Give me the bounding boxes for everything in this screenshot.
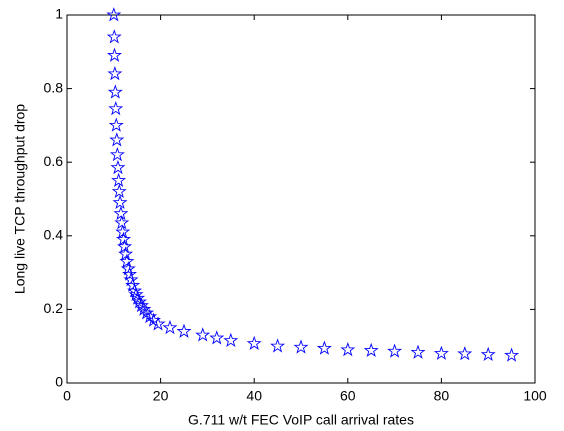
x-tick-label: 80 (434, 388, 450, 404)
star-marker (110, 159, 126, 175)
plot-frame (66, 14, 536, 384)
star-marker (113, 205, 129, 221)
y-tick-label: 0.4 (44, 227, 64, 243)
star-marker (107, 47, 122, 62)
star-marker (109, 132, 125, 147)
y-tick-label: 1 (55, 6, 63, 22)
star-marker (125, 277, 141, 292)
star-marker (111, 183, 127, 199)
star-marker (134, 297, 149, 313)
star-marker (209, 330, 225, 345)
star-marker (106, 29, 122, 44)
star-marker (293, 339, 309, 354)
x-axis-label: G.711 w/t FEC VoIP call arrival rates (188, 412, 414, 428)
star-marker (106, 7, 122, 22)
star-marker (128, 286, 144, 302)
star-marker (387, 343, 403, 358)
star-marker (316, 340, 332, 355)
star-marker (108, 117, 124, 132)
star-marker (139, 305, 155, 320)
x-tick-label: 40 (246, 388, 262, 404)
x-tick-label: 60 (340, 388, 356, 404)
star-marker (107, 66, 123, 81)
star-marker (410, 344, 426, 359)
x-tick-label: 100 (523, 388, 547, 404)
star-marker (127, 283, 143, 298)
star-marker (111, 172, 127, 187)
star-marker (107, 84, 123, 99)
star-marker (195, 327, 211, 342)
star-marker (223, 332, 239, 348)
star-marker (480, 346, 496, 362)
star-marker (112, 194, 128, 210)
star-marker (118, 246, 134, 261)
star-marker (130, 290, 146, 305)
y-axis-label: Long live TCP throughput drop (12, 104, 28, 294)
star-marker (136, 301, 152, 316)
star-marker (433, 345, 449, 360)
x-tick-label: 0 (63, 388, 71, 404)
y-tick-label: 0.6 (44, 153, 64, 169)
star-marker (142, 308, 158, 324)
y-tick-label: 0 (55, 374, 63, 390)
star-marker (162, 319, 178, 335)
y-tick-label: 0.2 (44, 300, 64, 316)
star-marker (363, 342, 379, 357)
star-marker (457, 346, 473, 361)
star-marker (340, 342, 356, 357)
star-marker (109, 146, 125, 162)
star-marker (114, 215, 130, 230)
x-tick-label: 20 (153, 388, 169, 404)
y-tick-label: 0.8 (44, 79, 64, 95)
star-marker (246, 335, 262, 350)
star-marker (504, 347, 520, 362)
star-marker (131, 294, 147, 309)
star-marker (270, 338, 286, 353)
star-marker (108, 100, 124, 116)
star-marker (119, 253, 135, 268)
star-marker (150, 316, 166, 331)
star-marker (176, 323, 192, 338)
